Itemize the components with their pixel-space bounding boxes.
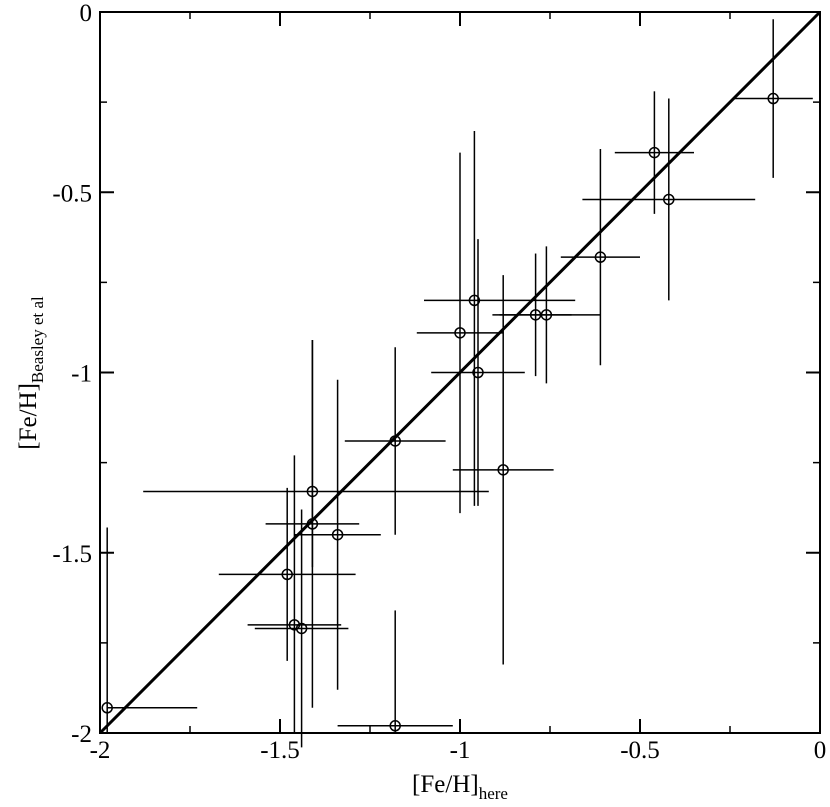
data-point-group [452, 275, 554, 665]
data-point-group [344, 347, 446, 535]
x-tick-label: -2 [90, 737, 111, 764]
data-point [663, 193, 675, 206]
y-axis-label-sub: Beasley et al [28, 296, 47, 383]
data-point-group [733, 19, 813, 178]
data-point [648, 146, 661, 159]
data-point [288, 619, 301, 631]
x-axis-label: [Fe/H]here [412, 771, 508, 803]
y-axis-label-main: [Fe/H] [15, 383, 42, 450]
data-point [389, 720, 401, 732]
data-point-group [294, 379, 381, 690]
data-point [331, 528, 344, 541]
data-point [472, 366, 484, 379]
data-point [497, 464, 509, 476]
x-tick-label: -1.5 [260, 737, 300, 764]
data-point [306, 518, 319, 530]
data-point-group [416, 152, 504, 514]
y-tick-label: 0 [80, 0, 93, 27]
data-point-group [265, 340, 360, 708]
data-point-group [431, 239, 525, 506]
data-point [767, 92, 779, 105]
y-tick-label: -1.5 [52, 541, 92, 568]
y-tick-label: -2 [71, 721, 92, 748]
data-point-group [582, 98, 756, 301]
data-point [454, 327, 466, 339]
data-point-group [492, 246, 601, 384]
data-point [540, 309, 553, 321]
data-point [101, 702, 113, 714]
data-point [468, 294, 481, 307]
x-axis-label-main: [Fe/H] [412, 771, 479, 798]
y-tick-label: -1 [71, 361, 92, 388]
data-point-group [247, 455, 342, 733]
y-tick-label: -0.5 [52, 180, 92, 207]
data-point-group [143, 340, 489, 568]
data-point [594, 251, 607, 263]
data-point-group [101, 527, 198, 733]
data-point [295, 622, 308, 635]
y-axis-label: [Fe/H]Beasley et al [15, 296, 47, 450]
data-point [389, 435, 401, 447]
x-tick-label: 0 [814, 737, 827, 764]
x-tick-label: -0.5 [620, 737, 660, 764]
data-point [281, 568, 293, 581]
data-point-group [254, 509, 349, 748]
data-point-group [424, 130, 576, 506]
x-tick-label: -1 [450, 737, 471, 764]
x-axis-label-sub: here [479, 784, 508, 803]
data-point-group [337, 610, 453, 733]
data-group [98, 10, 822, 748]
data-point-group [218, 487, 356, 661]
axes-group: -2 -1.5 -1 -0.5 0 -2 -1.5 -1 -0.5 0 [52, 0, 826, 764]
data-point-group [560, 148, 640, 366]
data-point-group [614, 91, 694, 214]
